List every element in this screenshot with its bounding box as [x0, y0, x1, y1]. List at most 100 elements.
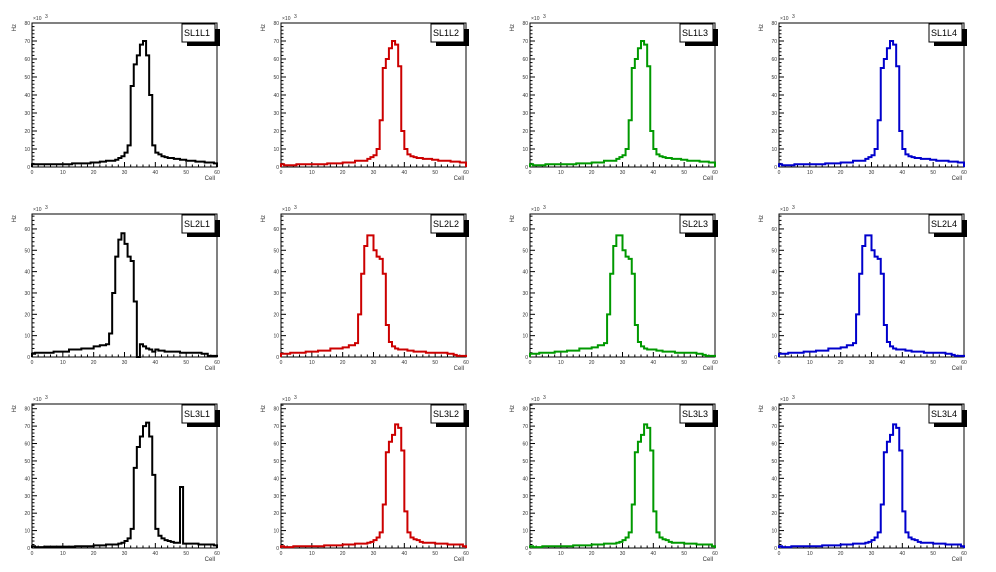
y-tick-label: 20: [771, 129, 777, 135]
y-multiplier-exponent: 3: [543, 205, 546, 211]
y-multiplier-label: ×10: [33, 397, 42, 403]
x-axis-title: Cell: [952, 557, 962, 563]
x-tick-label: 40: [900, 360, 906, 366]
x-tick-label: 10: [309, 170, 315, 176]
y-tick-label: 70: [273, 39, 279, 45]
x-tick-label: 10: [807, 551, 813, 557]
histogram-line: [31, 40, 218, 167]
y-tick-label: 0: [276, 546, 279, 552]
y-tick-label: 70: [24, 39, 30, 45]
y-multiplier-label: ×10: [282, 16, 291, 22]
y-tick-label: 40: [771, 270, 777, 276]
legend-box: [181, 404, 216, 424]
y-axis-title: Hz: [12, 405, 18, 412]
y-tick-label: 50: [771, 248, 777, 254]
y-tick-label: 10: [24, 147, 30, 153]
x-tick-label: 0: [31, 360, 34, 366]
y-tick-label: 60: [24, 227, 30, 233]
y-tick-label: 20: [522, 129, 528, 135]
x-tick-label: 60: [463, 170, 469, 176]
y-tick-label: 30: [24, 291, 30, 297]
x-tick-label: 0: [778, 170, 781, 176]
y-tick-label: 30: [273, 111, 279, 117]
histogram-line: [529, 40, 716, 167]
y-tick-label: 0: [27, 546, 30, 552]
y-tick-label: 80: [771, 407, 777, 413]
y-tick-label: 0: [27, 165, 30, 171]
x-tick-label: 50: [432, 551, 438, 557]
y-tick-label: 70: [24, 424, 30, 430]
x-tick-label: 60: [961, 551, 967, 557]
histogram-line: [778, 423, 965, 549]
x-tick-label: 60: [214, 170, 220, 176]
histogram-pad-sl1l2: 0 10 20 30 40 50 60 0 10 20 30 40 50 60 70 80×10 3 Cell Hz…: [261, 14, 469, 182]
y-axis-title: Hz: [510, 405, 516, 412]
y-tick-label: 50: [273, 248, 279, 254]
y-multiplier-exponent: 3: [294, 395, 297, 401]
x-tick-label: 20: [340, 170, 346, 176]
histogram-line: [778, 40, 965, 167]
y-multiplier-label: ×10: [780, 16, 789, 22]
x-tick-label: 40: [153, 170, 159, 176]
x-tick-label: 30: [122, 170, 128, 176]
legend-box: [928, 23, 963, 43]
y-axis-title: Hz: [759, 215, 765, 222]
histogram-line: [31, 421, 218, 549]
x-tick-label: 50: [930, 360, 936, 366]
y-tick-label: 20: [771, 511, 777, 517]
y-tick-label: 60: [273, 442, 279, 448]
x-tick-label: 0: [778, 551, 781, 557]
x-tick-label: 30: [122, 551, 128, 557]
legend-box: [430, 214, 465, 234]
histogram-title: SL1L1: [184, 28, 210, 38]
y-multiplier-label: ×10: [780, 207, 789, 213]
y-tick-label: 10: [24, 334, 30, 340]
x-tick-label: 30: [620, 170, 626, 176]
histogram-title: SL2L4: [931, 219, 957, 229]
x-axis-title: Cell: [703, 557, 713, 563]
y-tick-label: 0: [525, 355, 528, 361]
x-tick-label: 50: [930, 170, 936, 176]
y-multiplier-exponent: 3: [792, 205, 795, 211]
histogram-pad-sl2l4: 0 10 20 30 40 50 60 0 10 20 30 40 50 60 ×10 3 Cell Hz SL2L…: [759, 205, 967, 372]
y-tick-label: 10: [522, 334, 528, 340]
y-tick-label: 50: [273, 75, 279, 81]
x-tick-label: 20: [838, 170, 844, 176]
x-tick-label: 40: [153, 551, 159, 557]
y-tick-label: 70: [273, 424, 279, 430]
histogram-title: SL2L3: [682, 219, 708, 229]
x-tick-label: 10: [309, 360, 315, 366]
y-multiplier-label: ×10: [780, 397, 789, 403]
x-tick-label: 60: [214, 551, 220, 557]
x-tick-label: 30: [620, 551, 626, 557]
x-tick-label: 10: [60, 170, 66, 176]
y-multiplier-exponent: 3: [45, 14, 48, 20]
histogram-pad-sl1l3: 0 10 20 30 40 50 60 0 10 20 30 40 50 60 70 80×10 3 Cell Hz…: [510, 14, 718, 182]
x-tick-label: 10: [558, 551, 564, 557]
histogram-pad-sl2l2: 0 10 20 30 40 50 60 0 10 20 30 40 50 60 ×10 3 Cell Hz SL2L…: [261, 205, 469, 372]
y-tick-label: 20: [273, 511, 279, 517]
x-tick-label: 60: [712, 360, 718, 366]
y-tick-label: 70: [522, 424, 528, 430]
y-tick-label: 10: [24, 529, 30, 535]
y-tick-label: 50: [771, 75, 777, 81]
y-tick-label: 20: [273, 312, 279, 318]
y-multiplier-label: ×10: [531, 16, 540, 22]
x-tick-label: 40: [402, 360, 408, 366]
y-tick-label: 30: [273, 291, 279, 297]
legend-box: [430, 23, 465, 43]
x-tick-label: 30: [371, 551, 377, 557]
x-axis-title: Cell: [952, 176, 962, 182]
y-tick-label: 80: [771, 21, 777, 27]
x-axis-title: Cell: [205, 557, 215, 563]
y-multiplier-exponent: 3: [543, 395, 546, 401]
x-tick-label: 60: [214, 360, 220, 366]
x-tick-label: 20: [589, 170, 595, 176]
y-tick-label: 50: [273, 459, 279, 465]
histogram-title: SL3L4: [931, 409, 957, 419]
y-tick-label: 30: [273, 494, 279, 500]
y-axis-title: Hz: [510, 24, 516, 31]
y-tick-label: 30: [771, 494, 777, 500]
y-tick-label: 80: [273, 21, 279, 27]
